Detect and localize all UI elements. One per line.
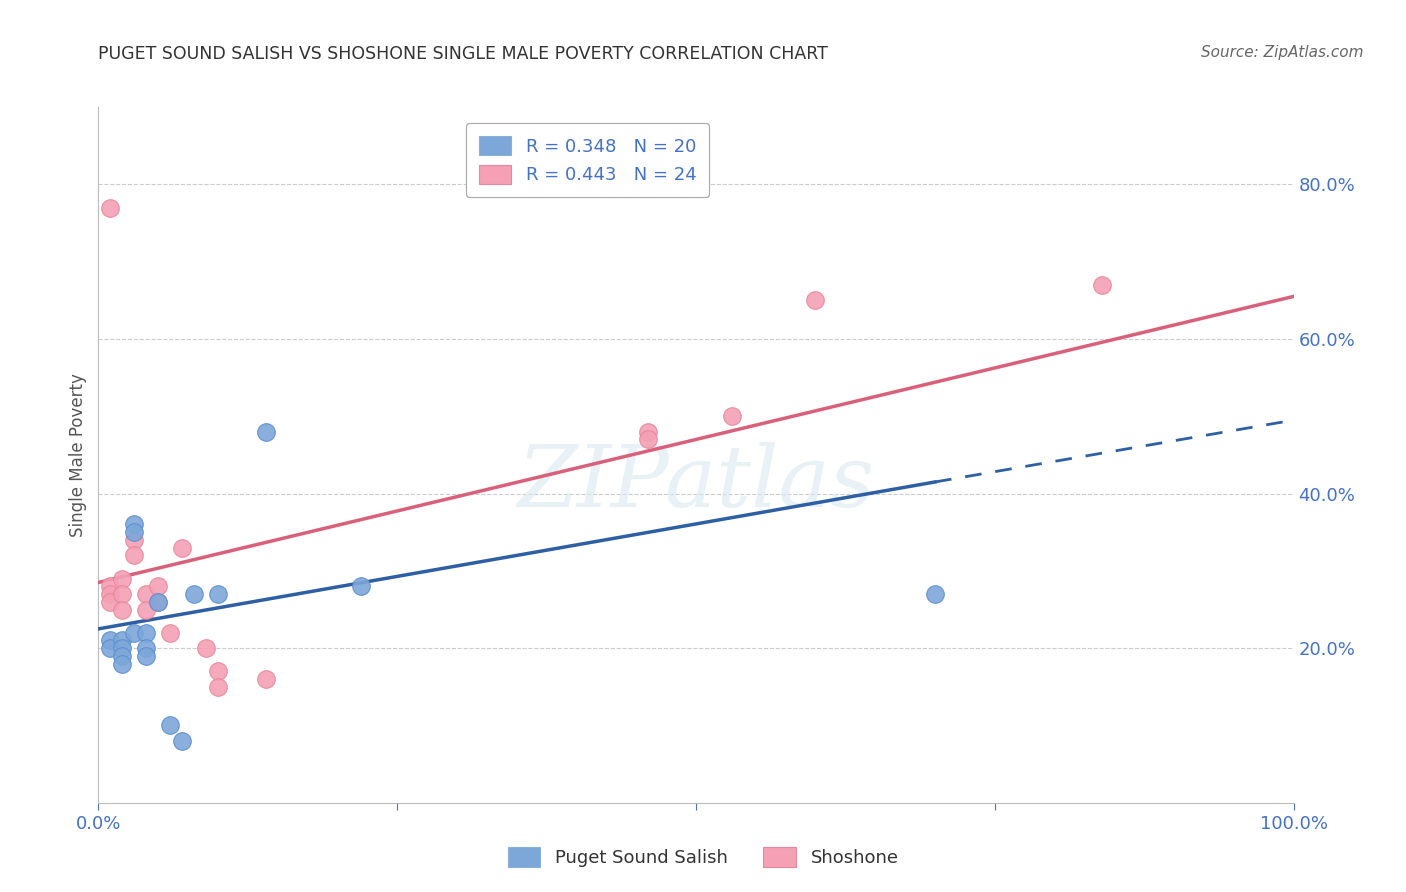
Point xyxy=(124,549,146,563)
Point xyxy=(350,579,373,593)
Point xyxy=(98,587,122,601)
Point xyxy=(98,579,122,593)
Point xyxy=(135,641,157,656)
Point xyxy=(254,672,277,686)
Point xyxy=(111,648,134,663)
Point xyxy=(1091,277,1114,292)
Point xyxy=(148,595,170,609)
Point xyxy=(124,625,146,640)
Point xyxy=(637,425,659,439)
Point xyxy=(207,665,229,679)
Legend: R = 0.348   N = 20, R = 0.443   N = 24: R = 0.348 N = 20, R = 0.443 N = 24 xyxy=(465,123,709,197)
Point xyxy=(804,293,827,308)
Point xyxy=(98,595,122,609)
Point xyxy=(148,579,170,593)
Point xyxy=(254,425,277,439)
Point xyxy=(124,525,146,540)
Point xyxy=(111,641,134,656)
Y-axis label: Single Male Poverty: Single Male Poverty xyxy=(69,373,87,537)
Point xyxy=(207,680,229,694)
Point xyxy=(98,641,122,656)
Point xyxy=(135,625,157,640)
Point xyxy=(135,587,157,601)
Point xyxy=(183,587,205,601)
Point xyxy=(637,433,659,447)
Point xyxy=(148,595,170,609)
Point xyxy=(172,734,194,748)
Text: ZIPatlas: ZIPatlas xyxy=(517,442,875,524)
Point xyxy=(721,409,744,424)
Point xyxy=(124,517,146,532)
Point xyxy=(135,602,157,616)
Text: PUGET SOUND SALISH VS SHOSHONE SINGLE MALE POVERTY CORRELATION CHART: PUGET SOUND SALISH VS SHOSHONE SINGLE MA… xyxy=(98,45,828,62)
Legend: Puget Sound Salish, Shoshone: Puget Sound Salish, Shoshone xyxy=(501,839,905,874)
Point xyxy=(111,633,134,648)
Point xyxy=(924,587,946,601)
Point xyxy=(124,533,146,547)
Point xyxy=(172,541,194,555)
Point xyxy=(111,657,134,671)
Point xyxy=(111,572,134,586)
Text: Source: ZipAtlas.com: Source: ZipAtlas.com xyxy=(1201,45,1364,60)
Point xyxy=(98,201,122,215)
Point xyxy=(98,633,122,648)
Point xyxy=(111,587,134,601)
Point xyxy=(207,587,229,601)
Point xyxy=(159,718,181,732)
Point xyxy=(135,648,157,663)
Point xyxy=(195,641,218,656)
Point xyxy=(159,625,181,640)
Point xyxy=(111,602,134,616)
